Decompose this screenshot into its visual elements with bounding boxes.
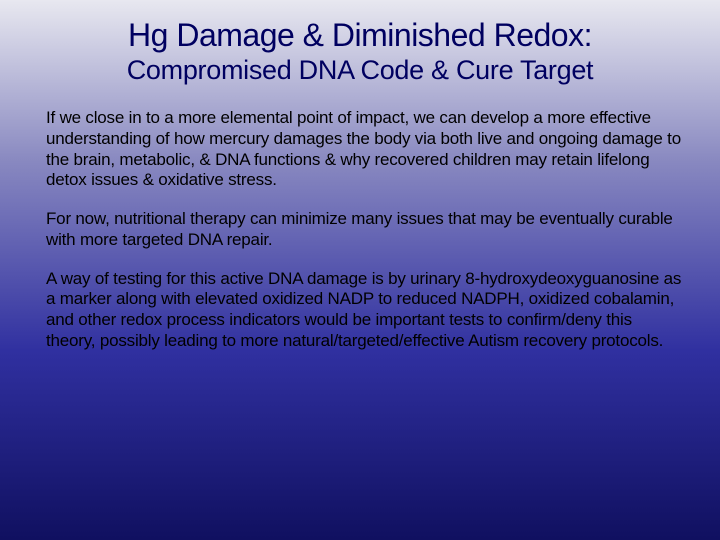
body-paragraph-3: A way of testing for this active DNA dam… [36,269,684,352]
body-paragraph-2: For now, nutritional therapy can minimiz… [36,209,684,250]
title-line-1: Hg Damage & Diminished Redox: [36,18,684,53]
slide: Hg Damage & Diminished Redox: Compromise… [0,0,720,540]
title-block: Hg Damage & Diminished Redox: Compromise… [36,18,684,86]
title-line-2: Compromised DNA Code & Cure Target [36,55,684,86]
body-paragraph-1: If we close in to a more elemental point… [36,108,684,191]
